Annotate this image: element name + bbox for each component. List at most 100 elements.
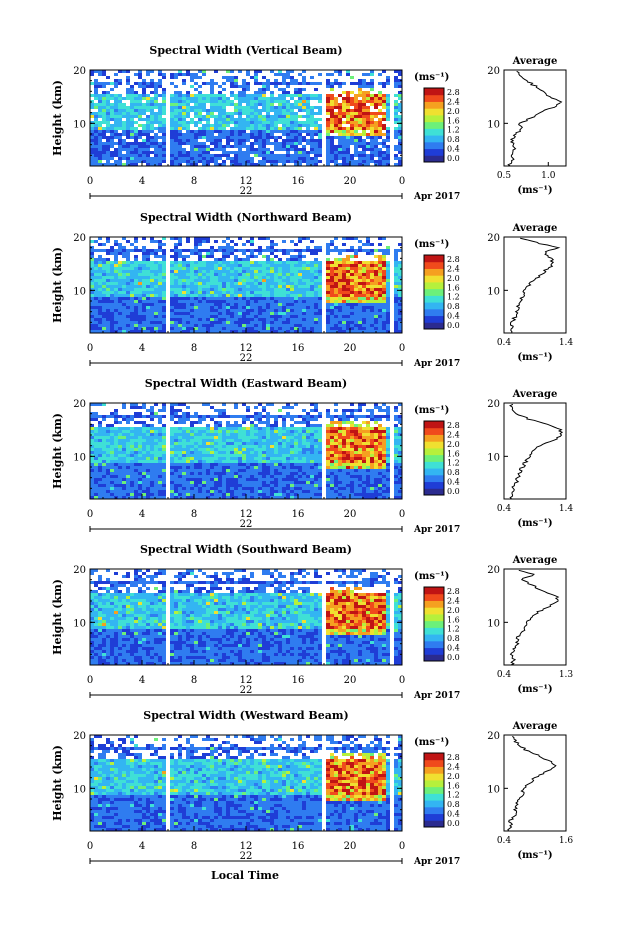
heatmap-cell	[198, 421, 202, 424]
heatmap-cell	[202, 276, 206, 279]
heatmap-cell	[110, 309, 114, 312]
heatmap-cell	[154, 318, 158, 321]
heatmap-cell	[110, 124, 114, 127]
heatmap-cell	[250, 103, 254, 106]
heatmap-cell	[178, 163, 182, 166]
heatmap-cell	[142, 261, 146, 264]
heatmap-cell	[122, 145, 126, 148]
heatmap-cell	[362, 279, 366, 282]
heatmap-cell	[338, 445, 342, 448]
heatmap-cell	[118, 142, 122, 145]
heatmap-cell	[198, 300, 202, 303]
heatmap-cell	[102, 97, 106, 100]
heatmap-cell	[182, 94, 186, 97]
heatmap-cell	[254, 270, 258, 273]
heatmap-cell	[330, 273, 334, 276]
heatmap-cell	[158, 430, 162, 433]
heatmap-cell	[286, 261, 290, 264]
heatmap-cell	[330, 270, 334, 273]
heatmap-cell	[282, 427, 286, 430]
heatmap-cell	[278, 258, 282, 261]
heatmap-cell	[186, 412, 190, 415]
heatmap-cell	[242, 297, 246, 300]
heatmap-cell	[342, 303, 346, 306]
heatmap-cell	[146, 451, 150, 454]
heatmap-cell	[330, 421, 334, 424]
panel-title: Spectral Width (Northward Beam)	[140, 211, 352, 224]
heatmap-cell	[278, 94, 282, 97]
heatmap-cell	[398, 288, 402, 291]
heatmap-cell	[338, 330, 342, 333]
heatmap-cell	[234, 306, 238, 309]
heatmap-cell	[122, 237, 126, 240]
heatmap-cell	[286, 436, 290, 439]
heatmap-cell	[278, 321, 282, 324]
heatmap-cell	[126, 106, 130, 109]
heatmap-cell	[162, 330, 166, 333]
heatmap-cell	[318, 106, 322, 109]
heatmap-cell	[254, 127, 258, 130]
heatmap-cell	[90, 442, 94, 445]
heatmap-cell	[306, 264, 310, 267]
heatmap-cell	[134, 100, 138, 103]
heatmap-cell	[374, 442, 378, 445]
heatmap-cell	[306, 433, 310, 436]
heatmap-cell	[126, 124, 130, 127]
heatmap-cell	[150, 312, 154, 315]
heatmap-cell	[118, 451, 122, 454]
heatmap-cell	[134, 97, 138, 100]
heatmap-cell	[242, 300, 246, 303]
heatmap-cell	[218, 427, 222, 430]
heatmap-cell	[338, 285, 342, 288]
heatmap-cell	[250, 285, 254, 288]
heatmap-cell	[262, 303, 266, 306]
heatmap-cell	[378, 157, 382, 160]
heatmap-cell	[374, 142, 378, 145]
heatmap-cell	[182, 112, 186, 115]
heatmap-cell	[154, 321, 158, 324]
heatmap-cell	[258, 327, 262, 330]
heatmap-cell	[266, 445, 270, 448]
heatmap-cell	[106, 103, 110, 106]
heatmap-cell	[274, 306, 278, 309]
heatmap-cell	[354, 303, 358, 306]
heatmap-cell	[210, 133, 214, 136]
heatmap-cell	[194, 315, 198, 318]
heatmap-cell	[346, 445, 350, 448]
heatmap-cell	[354, 315, 358, 318]
heatmap-cell	[126, 288, 130, 291]
heatmap-cell	[302, 427, 306, 430]
heatmap-cell	[318, 273, 322, 276]
heatmap-cell	[394, 136, 398, 139]
heatmap-cell	[242, 303, 246, 306]
heatmap-cell	[370, 415, 374, 418]
heatmap-cell	[286, 406, 290, 409]
heatmap-cell	[186, 103, 190, 106]
heatmap-cell	[230, 85, 234, 88]
heatmap-cell	[114, 309, 118, 312]
heatmap-cell	[266, 315, 270, 318]
heatmap-cell	[186, 267, 190, 270]
heatmap-cell	[286, 142, 290, 145]
heatmap-cell	[150, 139, 154, 142]
heatmap-cell	[174, 439, 178, 442]
heatmap-cell	[342, 273, 346, 276]
heatmap-cell	[194, 427, 198, 430]
heatmap-cell	[394, 130, 398, 133]
heatmap-cell	[230, 433, 234, 436]
heatmap-cell	[94, 133, 98, 136]
heatmap-cell	[354, 300, 358, 303]
heatmap-cell	[350, 430, 354, 433]
colorbar-tick-label: 2.8	[447, 88, 460, 97]
heatmap-cell	[182, 315, 186, 318]
heatmap-cell	[318, 448, 322, 451]
heatmap-cell	[302, 321, 306, 324]
heatmap-cell	[326, 442, 330, 445]
heatmap-cell	[346, 133, 350, 136]
heatmap-cell	[98, 255, 102, 258]
heatmap-cell	[234, 430, 238, 433]
heatmap-cell	[398, 330, 402, 333]
heatmap-cell	[206, 145, 210, 148]
heatmap-cell	[386, 312, 390, 315]
heatmap-cell	[318, 97, 322, 100]
